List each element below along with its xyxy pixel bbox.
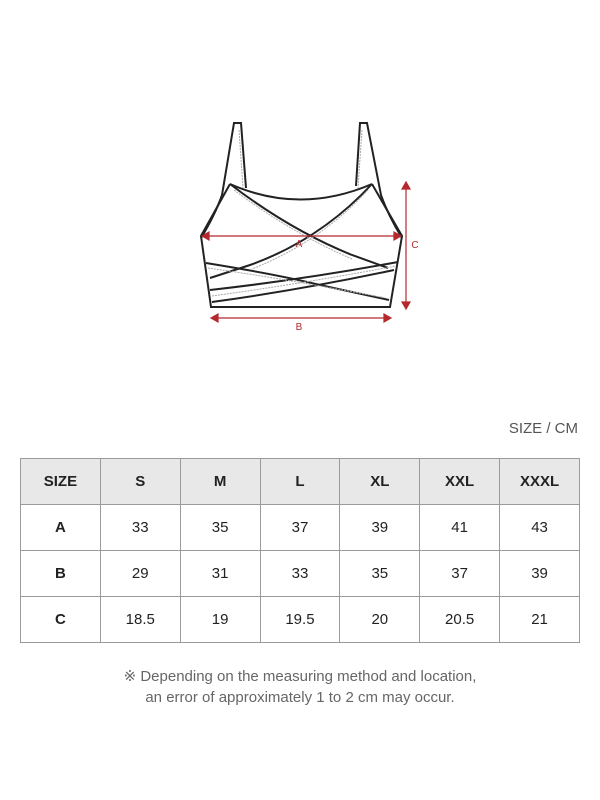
table-header-row: SIZE S M L XL XXL XXXL (20, 458, 580, 505)
cell: 39 (499, 550, 580, 597)
note-line-1: ※ Depending on the measuring method and … (123, 668, 477, 685)
row-label: A (20, 504, 101, 551)
table-row: B 29 31 33 35 37 39 (20, 550, 580, 597)
arrow-head-icon (200, 230, 210, 242)
cell: 35 (179, 504, 261, 551)
header-cell: S (99, 458, 181, 505)
arrow-head-icon (400, 180, 412, 190)
arrow-head-icon (393, 230, 403, 242)
cell: 43 (499, 504, 580, 551)
label-b: B (296, 322, 303, 333)
header-cell: L (259, 458, 341, 505)
cell: 33 (99, 504, 181, 551)
size-table: SIZE S M L XL XXL XXXL A 33 35 37 39 41 … (20, 458, 580, 643)
table-row: A 33 35 37 39 41 43 (20, 504, 580, 551)
cell: 20.5 (419, 596, 501, 643)
bra-top-outline (199, 122, 404, 308)
header-cell: XL (339, 458, 421, 505)
label-c: C (411, 240, 418, 251)
cell: 19 (179, 596, 261, 643)
cell: 39 (339, 504, 421, 551)
measurement-note: ※ Depending on the measuring method and … (0, 666, 600, 708)
stitching (207, 129, 397, 299)
arrow-head-icon (383, 312, 393, 324)
header-cell: XXL (419, 458, 501, 505)
measurement-arrows (200, 180, 412, 324)
note-line-2: an error of approximately 1 to 2 cm may … (145, 689, 455, 706)
header-cell: SIZE (20, 458, 101, 505)
cell: 31 (179, 550, 261, 597)
cell: 21 (499, 596, 580, 643)
cell: 37 (259, 504, 341, 551)
arrow-head-icon (209, 312, 219, 324)
arrow-head-icon (400, 301, 412, 311)
header-cell: XXXL (499, 458, 580, 505)
cell: 20 (339, 596, 421, 643)
cell: 19.5 (259, 596, 341, 643)
row-label: B (20, 550, 101, 597)
cell: 33 (259, 550, 341, 597)
cell: 29 (99, 550, 181, 597)
header-cell: M (179, 458, 261, 505)
cell: 41 (419, 504, 501, 551)
table-row: C 18.5 19 19.5 20 20.5 21 (20, 596, 580, 643)
cell: 35 (339, 550, 421, 597)
garment-diagram: A B C (199, 122, 419, 333)
label-a: A (296, 239, 303, 250)
row-label: C (20, 596, 101, 643)
unit-label: SIZE / CM (508, 420, 578, 437)
cell: 37 (419, 550, 501, 597)
cell: 18.5 (99, 596, 181, 643)
